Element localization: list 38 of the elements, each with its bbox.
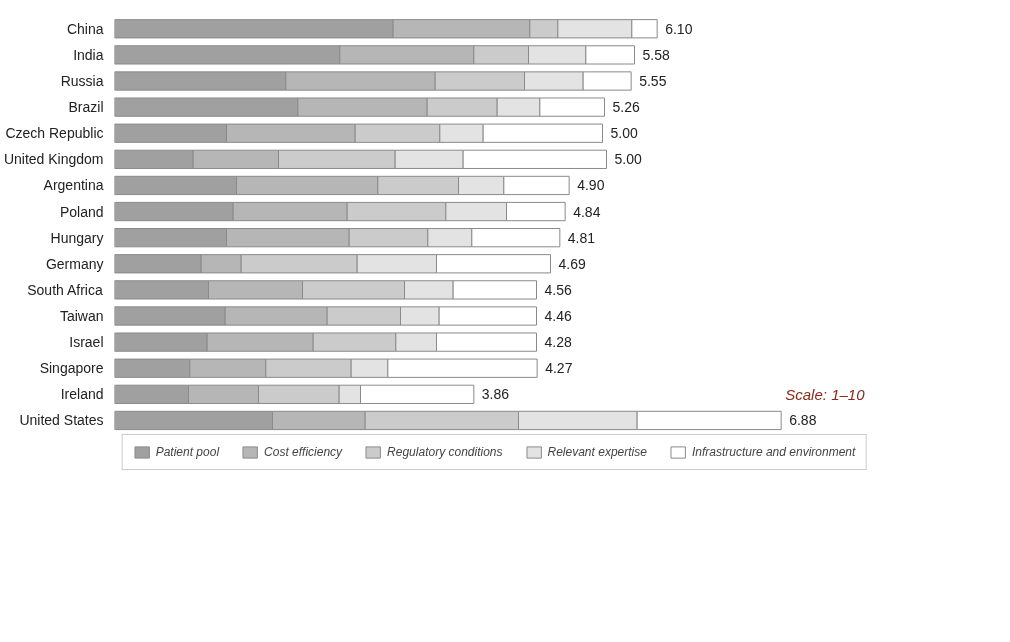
annotation: 5.55 (639, 73, 667, 89)
annotation: 4.84 (573, 203, 601, 220)
y-tick-label: United Kingdom (3, 151, 104, 168)
annotation: 5.58 (642, 46, 670, 63)
y-tick-label: Czech Republic (5, 125, 104, 142)
annotation: 3.86 (481, 386, 510, 403)
annotation: 5.00 (610, 125, 638, 142)
y-tick-label: Argentina (43, 177, 104, 194)
annotation: 4.28 (544, 334, 572, 351)
y-tick-label: India (73, 46, 104, 63)
y-tick-label: Ireland (60, 386, 104, 403)
annotation: 5.26 (612, 99, 640, 116)
annotation: 4.46 (544, 308, 572, 324)
y-tick-label: Hungary (50, 229, 104, 246)
annotation: 4.90 (577, 177, 605, 194)
legend-label: Infrastructure and environment (691, 445, 856, 459)
annotation: 4.56 (544, 281, 572, 298)
y-tick-label: China (66, 20, 104, 37)
legend-label: Relevant expertise (547, 445, 647, 459)
annotation: 6.10 (665, 20, 693, 37)
legend-label: Regulatory conditions (387, 445, 503, 459)
annotation: 4.81 (567, 229, 596, 246)
y-tick-label: Taiwan (59, 308, 104, 324)
y-tick-label: Singapore (39, 360, 104, 377)
annotation: 6.88 (789, 412, 817, 429)
y-tick-label: Brazil (68, 99, 104, 116)
y-tick-label: Russia (60, 73, 104, 89)
annotation: 4.27 (545, 360, 573, 377)
y-tick-label: Israel (69, 334, 104, 351)
annotation: 4.69 (558, 255, 586, 272)
y-tick-label: Poland (59, 203, 104, 220)
legend-label: Patient pool (155, 445, 220, 459)
text: Scale: 1–10 (785, 385, 866, 403)
y-tick-label: United States (19, 412, 104, 429)
legend-label: Cost efficiency (264, 445, 343, 459)
y-tick-label: South Africa (27, 281, 103, 298)
y-tick-label: Germany (45, 255, 104, 272)
annotation: 5.00 (614, 151, 642, 168)
